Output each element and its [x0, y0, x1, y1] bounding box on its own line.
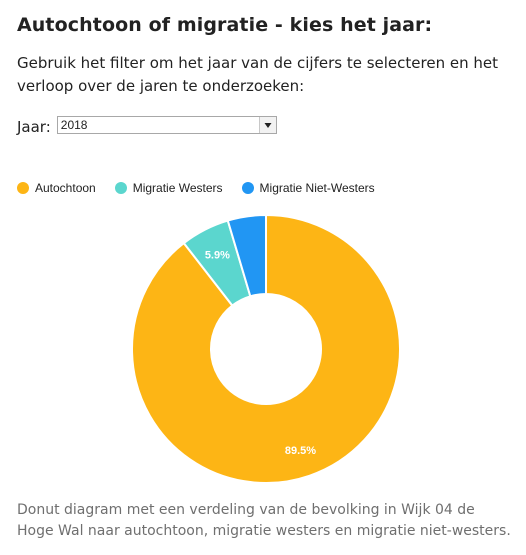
year-filter: Jaar: 2018 — [17, 116, 277, 136]
legend-label-migratie-westers: Migratie Westers — [132, 181, 223, 195]
slice-autochtoon[interactable] — [131, 213, 401, 484]
legend-label-autochtoon: Autochtoon — [35, 181, 96, 195]
chart-legend: Autochtoon Migratie Westers Migratie Nie… — [17, 181, 394, 195]
legend-item-migratie-niet-westers[interactable]: Migratie Niet-Westers — [241, 181, 375, 195]
legend-dot-migratie-westers — [114, 182, 127, 194]
legend-label-migratie-niet-westers: Migratie Niet-Westers — [259, 181, 375, 195]
legend-item-migratie-westers[interactable]: Migratie Westers — [114, 181, 223, 195]
year-select[interactable]: 2018 — [56, 116, 277, 134]
slice-migratie-niet-westers[interactable] — [226, 213, 267, 298]
donut-chart: 89.5% 5.9% — [131, 213, 401, 484]
year-filter-label: Jaar: — [17, 118, 51, 136]
chevron-down-icon[interactable] — [258, 117, 276, 133]
page-title: Autochtoon of migratie - kies het jaar: — [17, 14, 433, 36]
legend-item-autochtoon[interactable]: Autochtoon — [17, 181, 96, 195]
chart-caption: Donut diagram met een verdeling van de b… — [17, 502, 511, 539]
legend-dot-migratie-niet-westers — [241, 182, 254, 194]
data-label-autochtoon: 89.5% — [285, 445, 316, 457]
data-label-migratie-westers: 5.9% — [205, 249, 230, 261]
year-select-value: 2018 — [60, 118, 88, 132]
intro-text: Gebruik het filter om het jaar van de ci… — [17, 54, 498, 95]
legend-dot-autochtoon — [17, 182, 29, 194]
